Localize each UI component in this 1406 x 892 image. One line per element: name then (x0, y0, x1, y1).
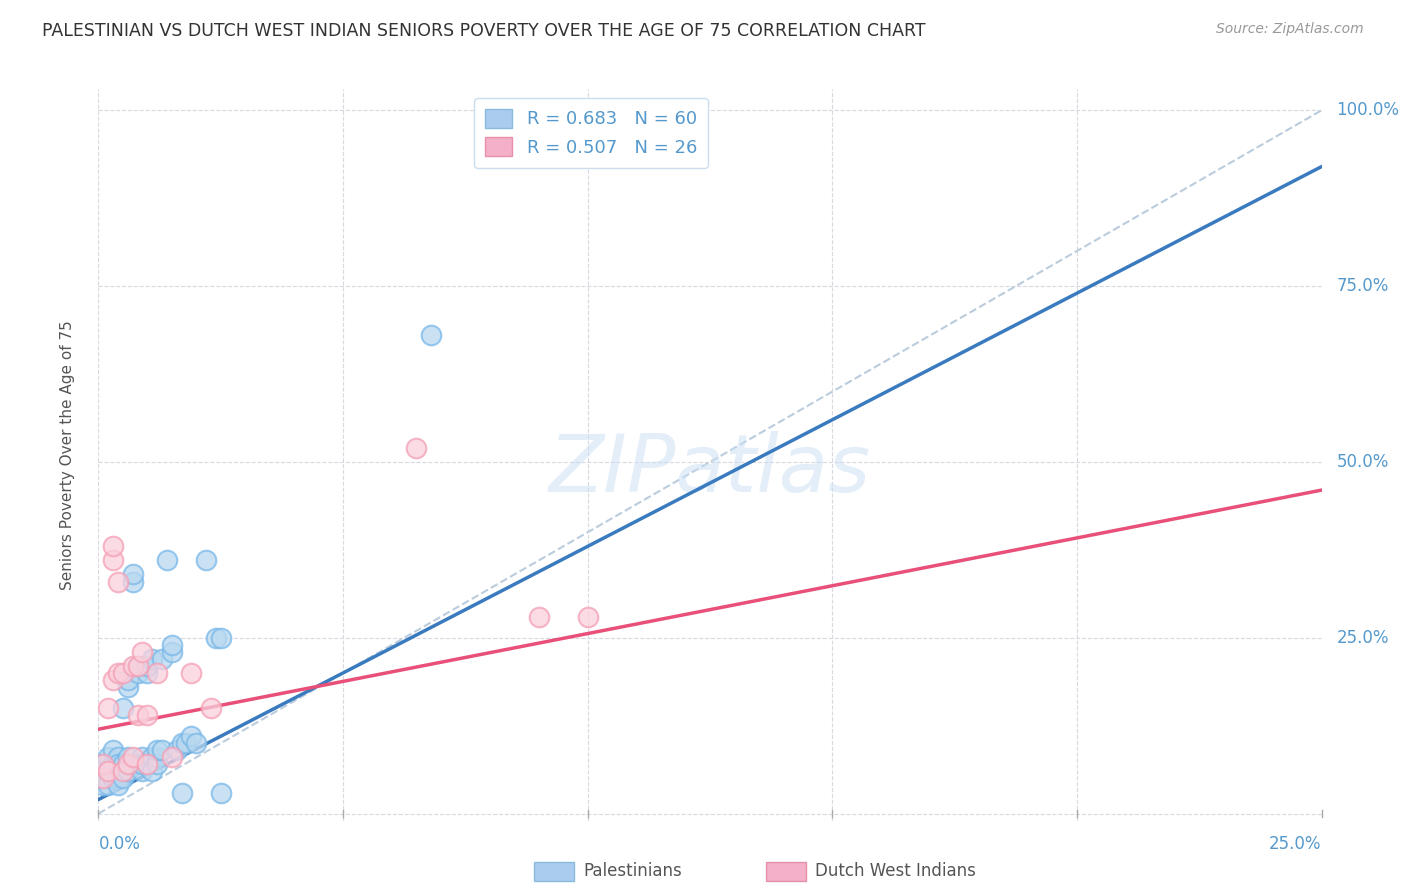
Point (117, 673, 139, 687)
Point (160, 638, 183, 652)
Point (180, 729, 202, 743)
Point (136, 665, 159, 680)
Point (136, 757, 159, 772)
Point (176, 736, 198, 750)
Point (146, 665, 169, 680)
Point (101, 772, 124, 786)
Point (160, 750, 183, 764)
Point (170, 736, 193, 750)
Point (131, 645, 153, 659)
Point (136, 708, 159, 723)
Point (101, 539, 124, 553)
Point (121, 750, 143, 764)
Point (141, 652, 163, 666)
Point (107, 764, 129, 779)
Point (121, 567, 143, 582)
Point (205, 631, 228, 645)
Text: 75.0%: 75.0% (1336, 277, 1389, 295)
Point (127, 665, 149, 680)
Text: PALESTINIAN VS DUTCH WEST INDIAN SENIORS POVERTY OVER THE AGE OF 75 CORRELATION : PALESTINIAN VS DUTCH WEST INDIAN SENIORS… (42, 22, 925, 40)
Point (97, 779, 120, 793)
Point (107, 772, 129, 786)
Legend: R = 0.683   N = 60, R = 0.507   N = 26: R = 0.683 N = 60, R = 0.507 N = 26 (474, 98, 709, 168)
Text: Dutch West Indians: Dutch West Indians (815, 863, 976, 880)
Point (131, 750, 153, 764)
Point (101, 772, 124, 786)
Point (127, 757, 149, 772)
Point (209, 785, 232, 799)
Text: 25.0%: 25.0% (1336, 629, 1389, 647)
Text: 50.0%: 50.0% (1336, 453, 1389, 471)
Point (117, 764, 139, 779)
Point (121, 757, 143, 772)
Text: Source: ZipAtlas.com: Source: ZipAtlas.com (1216, 22, 1364, 37)
Point (166, 743, 188, 757)
Point (131, 757, 153, 772)
Point (97, 750, 120, 764)
Point (107, 757, 129, 772)
Point (127, 659, 149, 673)
Point (136, 659, 159, 673)
Point (150, 652, 173, 666)
Point (97, 764, 120, 779)
Point (209, 631, 232, 645)
Point (91, 772, 114, 786)
Point (160, 645, 183, 659)
Point (91, 772, 114, 786)
Point (180, 665, 202, 680)
Point (527, 609, 550, 624)
Point (107, 574, 129, 589)
Point (141, 764, 163, 779)
Text: 0.0%: 0.0% (98, 835, 141, 853)
Point (131, 764, 153, 779)
Point (146, 757, 169, 772)
Point (91, 757, 114, 772)
Point (111, 764, 134, 779)
Point (186, 736, 208, 750)
Point (136, 757, 159, 772)
Point (111, 701, 134, 715)
Point (101, 757, 124, 772)
Point (127, 708, 149, 723)
Point (117, 757, 139, 772)
Point (117, 680, 139, 694)
Point (91, 779, 114, 793)
Point (111, 665, 134, 680)
Point (91, 764, 114, 779)
Point (146, 750, 169, 764)
Text: 25.0%: 25.0% (1270, 835, 1322, 853)
Point (101, 764, 124, 779)
Point (156, 553, 179, 567)
Point (405, 441, 427, 455)
Text: ZIPatlas: ZIPatlas (548, 431, 872, 508)
Point (111, 757, 134, 772)
Point (150, 743, 173, 757)
Point (107, 665, 129, 680)
Point (141, 750, 163, 764)
Point (107, 750, 129, 764)
Point (117, 750, 139, 764)
Point (127, 659, 149, 673)
Text: 100.0%: 100.0% (1336, 102, 1399, 120)
Text: Palestinians: Palestinians (583, 863, 682, 880)
Point (170, 785, 193, 799)
Point (121, 659, 143, 673)
Point (146, 743, 169, 757)
Point (111, 772, 134, 786)
Point (97, 772, 120, 786)
Point (420, 328, 443, 343)
Point (107, 779, 129, 793)
Point (195, 553, 218, 567)
Point (576, 609, 599, 624)
Point (97, 764, 120, 779)
Point (101, 743, 124, 757)
Text: Seniors Poverty Over the Age of 75: Seniors Poverty Over the Age of 75 (60, 320, 76, 590)
Point (91, 757, 114, 772)
Point (121, 574, 143, 589)
Point (97, 701, 120, 715)
Point (101, 553, 124, 567)
Point (111, 764, 134, 779)
Point (101, 673, 124, 687)
Point (200, 701, 222, 715)
